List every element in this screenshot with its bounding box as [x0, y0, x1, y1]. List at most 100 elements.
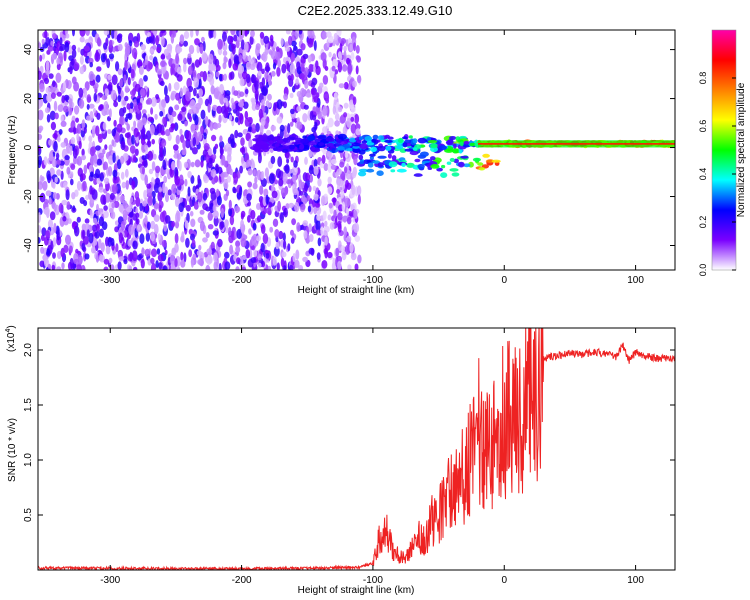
heatmap-cell — [113, 119, 117, 127]
heatmap-cell — [38, 181, 43, 190]
heatmap-cell — [223, 181, 229, 190]
heatmap-cell — [336, 178, 340, 186]
heatmap-cell — [351, 170, 357, 179]
heatmap-cell — [252, 222, 257, 231]
heatmap-cell — [342, 64, 348, 72]
heatmap-cell — [282, 148, 289, 153]
heatmap-cell — [283, 93, 288, 101]
heatmap-cell — [168, 44, 172, 55]
heatmap-cell — [349, 242, 354, 253]
heatmap-cell — [355, 128, 361, 136]
heatmap-cell — [248, 138, 253, 149]
heatmap-cell — [162, 182, 166, 194]
heatmap-cell — [230, 138, 235, 148]
heatmap-cell — [138, 66, 144, 75]
x-tick-label: 0 — [501, 575, 507, 586]
heatmap-cell — [54, 112, 59, 120]
heatmap-cell — [491, 159, 501, 163]
heatmap-cell — [219, 221, 224, 230]
heatmap-cell — [303, 230, 308, 239]
heatmap-cell — [358, 168, 369, 173]
heatmap-cell — [219, 73, 223, 82]
heatmap-cell — [346, 235, 352, 243]
heatmap-cell — [165, 193, 169, 203]
heatmap-cell — [199, 220, 205, 232]
heatmap-cell — [70, 171, 74, 179]
heatmap-cell — [107, 236, 112, 247]
heatmap-cell — [126, 103, 131, 110]
heatmap-cell — [289, 264, 294, 270]
heatmap-cell — [261, 68, 265, 75]
heatmap-cell — [151, 161, 156, 171]
heatmap-cell — [251, 123, 256, 131]
heatmap-cell — [302, 220, 309, 227]
heatmap-cell — [250, 209, 256, 220]
heatmap-cell — [56, 169, 62, 176]
heatmap-cell — [210, 190, 217, 202]
heatmap-cell — [314, 121, 318, 130]
heatmap-cell — [319, 82, 324, 88]
heatmap-cell — [57, 104, 64, 112]
heatmap-cell — [223, 97, 228, 103]
heatmap-cell — [256, 203, 261, 210]
heatmap-cell — [343, 81, 349, 90]
heatmap-cell — [211, 134, 217, 142]
heatmap-cell — [78, 99, 85, 109]
heatmap-cell — [111, 202, 116, 209]
heatmap-cell — [182, 139, 186, 150]
heatmap-cell — [128, 265, 133, 270]
heatmap-cell — [280, 257, 285, 268]
heatmap-cell — [201, 36, 205, 43]
y-tick-label: 1.0 — [23, 453, 34, 467]
heatmap-cell — [298, 30, 303, 35]
heatmap-cell — [260, 242, 265, 253]
heatmap-cell — [213, 252, 218, 263]
heatmap-cell — [190, 123, 196, 133]
heatmap-cell — [161, 239, 167, 248]
heatmap-cell — [147, 196, 153, 206]
heatmap-cell — [170, 192, 176, 201]
spectrogram-x-ticks: -300 -200 -100 0 100 — [100, 30, 644, 286]
heatmap-cell — [292, 187, 299, 196]
heatmap-cell — [176, 46, 183, 53]
heatmap-cell — [197, 191, 203, 203]
heatmap-cell — [266, 65, 270, 74]
heatmap-cell — [173, 144, 179, 151]
heatmap-cell — [328, 51, 332, 58]
heatmap-cell — [49, 110, 56, 121]
heatmap-cell — [255, 138, 262, 143]
heatmap-cell — [89, 185, 93, 195]
heatmap-cell — [354, 235, 361, 243]
heatmap-cell — [205, 154, 210, 164]
heatmap-cell — [52, 192, 57, 200]
heatmap-cell — [38, 145, 41, 152]
heatmap-cell — [124, 60, 128, 71]
heatmap-cell — [175, 92, 181, 101]
heatmap-cell — [354, 113, 360, 124]
heatmap-cell — [198, 97, 203, 106]
heatmap-cell — [76, 133, 80, 142]
heatmap-cell — [275, 46, 280, 52]
heatmap-cell — [293, 45, 297, 51]
heatmap-cell — [193, 77, 199, 88]
heatmap-cell — [50, 92, 56, 99]
heatmap-cell — [101, 95, 108, 101]
heatmap-cell — [308, 149, 313, 158]
heatmap-cell — [277, 59, 281, 68]
snr-xlabel: Height of straight line (km) — [298, 585, 415, 596]
heatmap-cell — [174, 104, 180, 111]
heatmap-cell — [183, 161, 188, 169]
heatmap-cell — [65, 234, 71, 245]
heatmap-cell — [253, 169, 259, 177]
heatmap-cell — [291, 218, 296, 226]
heatmap-cell — [137, 102, 143, 111]
heatmap-cell — [112, 169, 118, 178]
heatmap-cell — [217, 38, 223, 50]
heatmap-cell — [137, 61, 143, 67]
heatmap-cell — [41, 38, 45, 45]
heatmap-cell — [202, 41, 206, 52]
heatmap-cell — [417, 137, 427, 144]
heatmap-cell — [81, 148, 85, 157]
snr-scale-base: (x10 — [6, 332, 17, 352]
heatmap-cell — [125, 180, 129, 190]
